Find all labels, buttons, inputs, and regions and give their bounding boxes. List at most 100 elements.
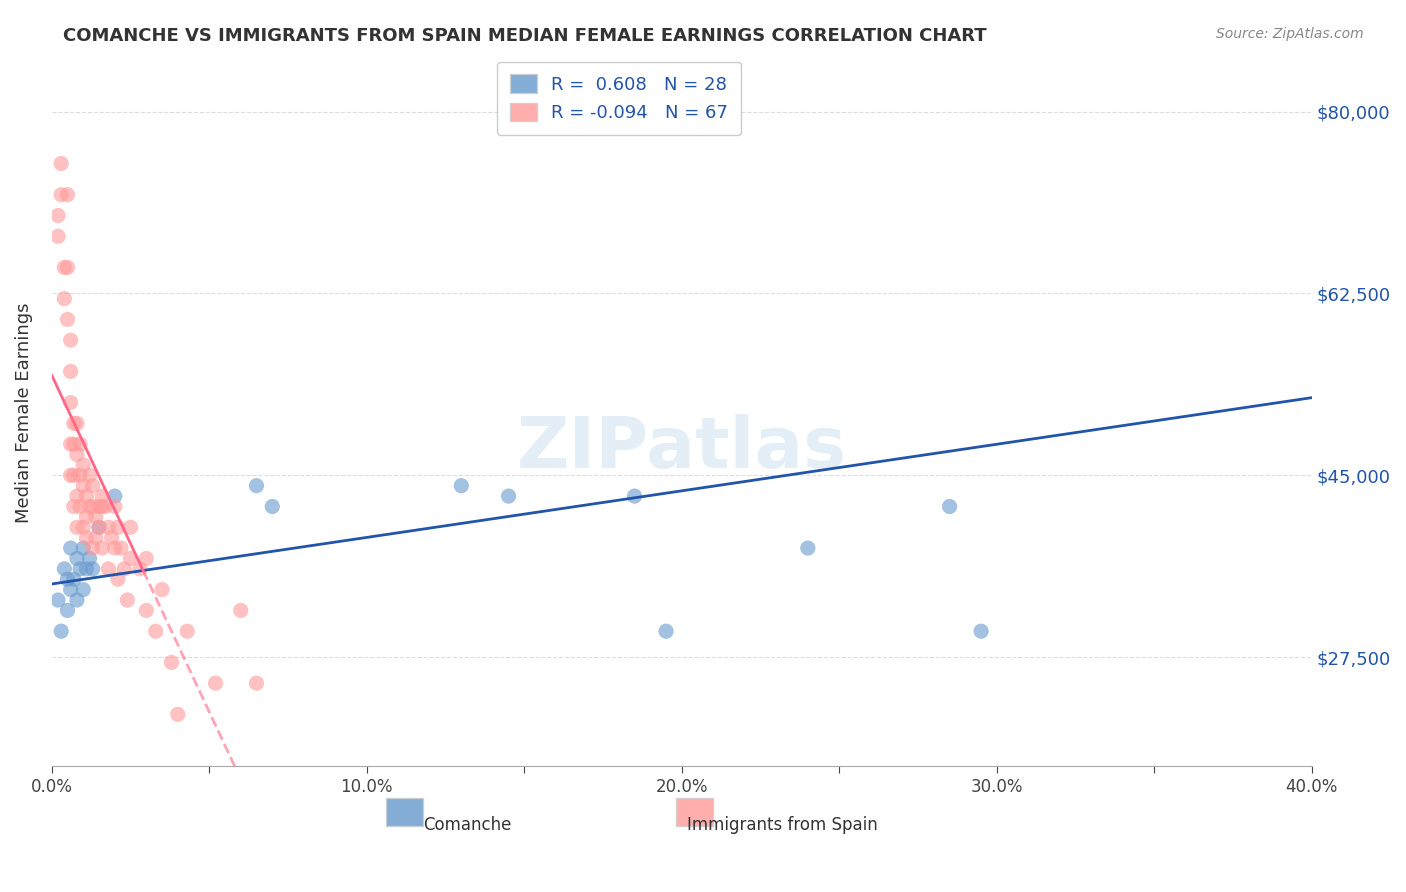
- Point: [46, 229, 69, 244]
- Point: [66, 417, 89, 431]
- Point: [166, 707, 188, 722]
- Point: [75, 489, 97, 503]
- Point: [62, 468, 84, 483]
- FancyBboxPatch shape: [385, 798, 423, 826]
- Point: [72, 479, 94, 493]
- Point: [82, 541, 104, 555]
- Point: [229, 603, 252, 617]
- Point: [56, 312, 79, 326]
- Point: [107, 520, 129, 534]
- Point: [53, 260, 76, 275]
- Point: [94, 500, 117, 514]
- Point: [79, 551, 101, 566]
- Point: [62, 417, 84, 431]
- Point: [245, 676, 267, 690]
- Point: [59, 468, 82, 483]
- Point: [135, 603, 157, 617]
- Point: [120, 520, 142, 534]
- Point: [69, 437, 91, 451]
- Point: [72, 582, 94, 597]
- Point: [129, 562, 152, 576]
- Point: [82, 479, 104, 493]
- Point: [82, 562, 104, 576]
- Point: [59, 582, 82, 597]
- Point: [498, 489, 520, 503]
- Point: [160, 656, 183, 670]
- Point: [56, 187, 79, 202]
- Y-axis label: Median Female Earnings: Median Female Earnings: [15, 302, 32, 524]
- Point: [204, 676, 226, 690]
- Point: [56, 603, 79, 617]
- Point: [938, 500, 960, 514]
- Point: [59, 395, 82, 409]
- Point: [53, 292, 76, 306]
- Text: COMANCHE VS IMMIGRANTS FROM SPAIN MEDIAN FEMALE EARNINGS CORRELATION CHART: COMANCHE VS IMMIGRANTS FROM SPAIN MEDIAN…: [63, 27, 987, 45]
- Point: [62, 572, 84, 586]
- Point: [91, 541, 114, 555]
- Point: [91, 500, 114, 514]
- Point: [970, 624, 993, 639]
- Point: [69, 562, 91, 576]
- Point: [59, 541, 82, 555]
- Point: [75, 509, 97, 524]
- Point: [72, 458, 94, 472]
- Point: [145, 624, 167, 639]
- Point: [66, 551, 89, 566]
- Point: [87, 500, 110, 514]
- Point: [59, 333, 82, 347]
- Point: [66, 593, 89, 607]
- Point: [120, 551, 142, 566]
- Point: [69, 500, 91, 514]
- Legend: R =  0.608   N = 28, R = -0.094   N = 67: R = 0.608 N = 28, R = -0.094 N = 67: [496, 62, 741, 135]
- Point: [56, 572, 79, 586]
- Point: [51, 156, 73, 170]
- Point: [66, 489, 89, 503]
- Point: [46, 593, 69, 607]
- Point: [75, 531, 97, 545]
- Point: [75, 562, 97, 576]
- Point: [56, 260, 79, 275]
- Point: [91, 489, 114, 503]
- Point: [51, 187, 73, 202]
- Point: [66, 448, 89, 462]
- Point: [72, 541, 94, 555]
- Text: Source: ZipAtlas.com: Source: ZipAtlas.com: [1216, 27, 1364, 41]
- Point: [87, 520, 110, 534]
- Point: [104, 489, 127, 503]
- Point: [655, 624, 678, 639]
- Point: [87, 520, 110, 534]
- Point: [82, 500, 104, 514]
- Point: [104, 541, 127, 555]
- Text: ZIPatlas: ZIPatlas: [517, 414, 846, 483]
- Point: [100, 531, 122, 545]
- Point: [107, 572, 129, 586]
- Point: [150, 582, 173, 597]
- Point: [245, 479, 267, 493]
- Point: [117, 593, 139, 607]
- Point: [79, 468, 101, 483]
- Point: [110, 541, 132, 555]
- Text: Comanche: Comanche: [423, 816, 512, 834]
- Point: [59, 437, 82, 451]
- Point: [72, 520, 94, 534]
- Point: [59, 364, 82, 378]
- Point: [62, 437, 84, 451]
- Point: [62, 500, 84, 514]
- Point: [112, 562, 135, 576]
- Point: [97, 562, 120, 576]
- Text: Immigrants from Spain: Immigrants from Spain: [688, 816, 877, 834]
- Point: [53, 562, 76, 576]
- Point: [69, 468, 91, 483]
- Point: [450, 479, 472, 493]
- Point: [797, 541, 820, 555]
- Point: [176, 624, 198, 639]
- Point: [46, 209, 69, 223]
- Point: [51, 624, 73, 639]
- Point: [66, 520, 89, 534]
- Point: [623, 489, 645, 503]
- Point: [135, 551, 157, 566]
- Point: [84, 531, 107, 545]
- Point: [97, 520, 120, 534]
- Point: [79, 500, 101, 514]
- Point: [104, 500, 127, 514]
